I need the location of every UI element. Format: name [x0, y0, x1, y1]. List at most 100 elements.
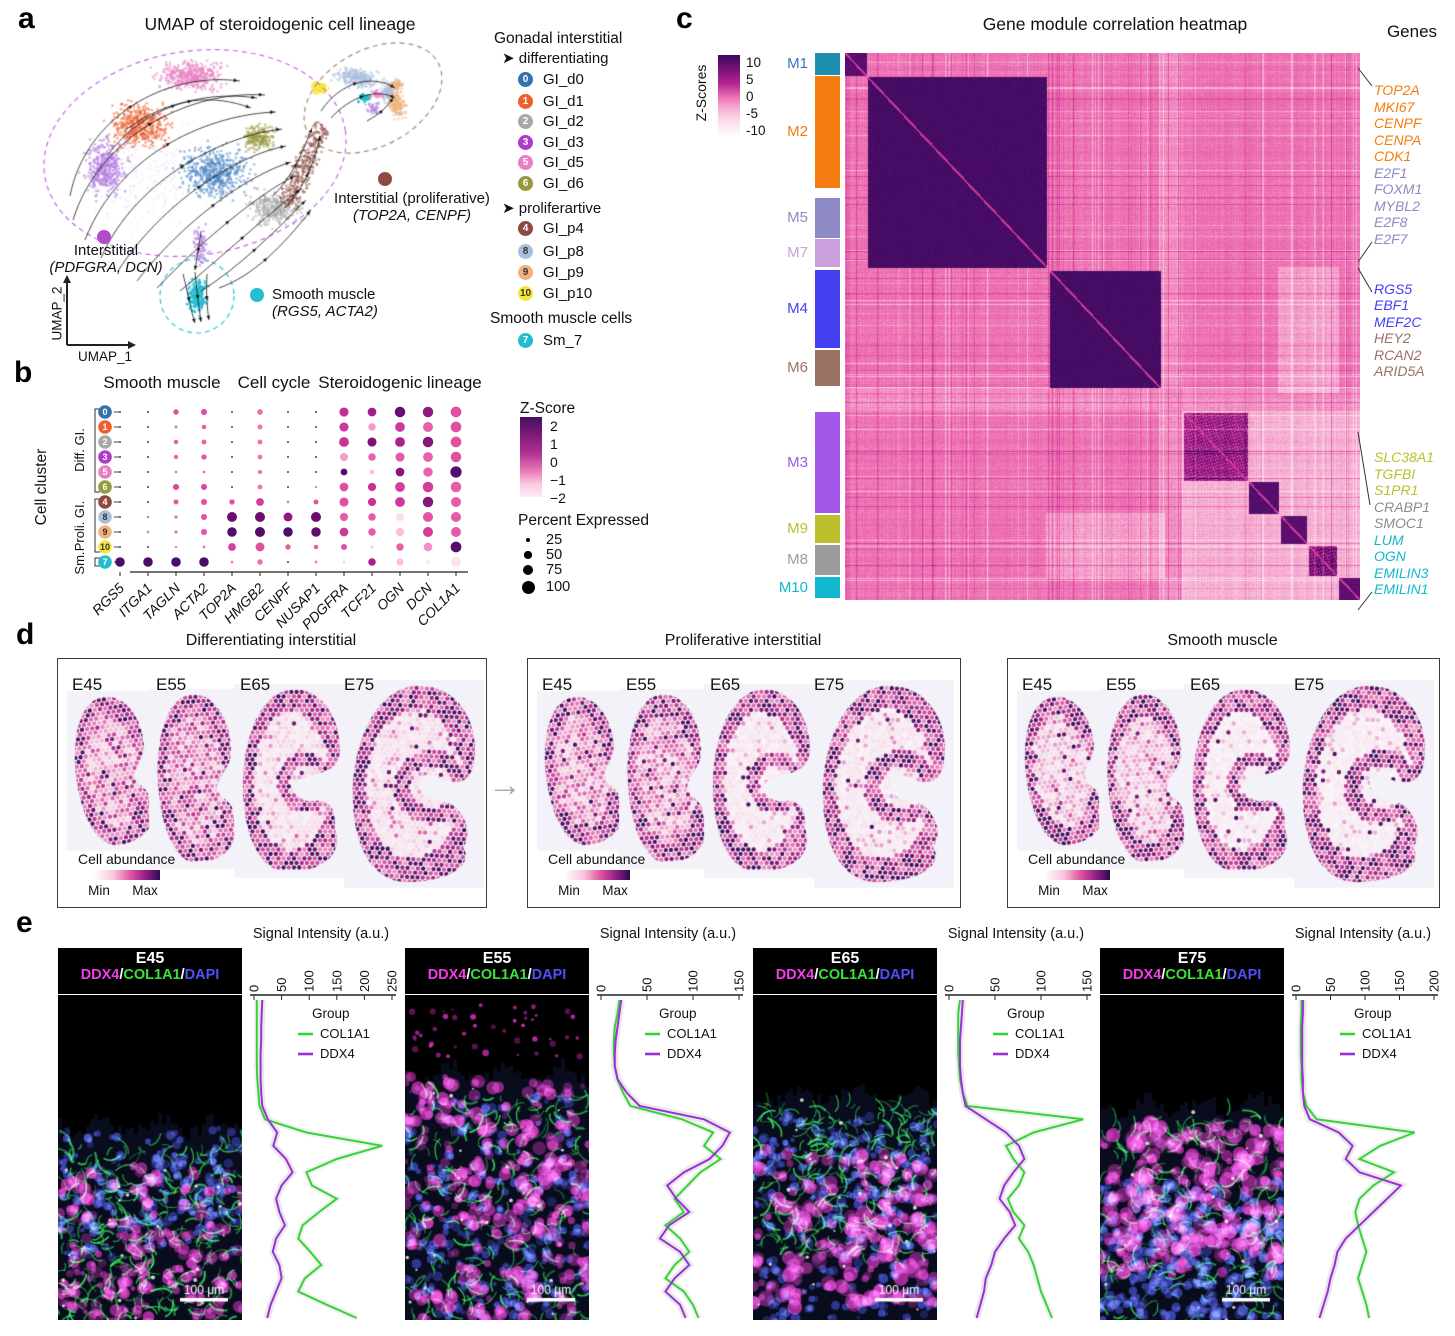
if-plot-tick-label: 250 [385, 970, 400, 992]
dotplot-row-badge-number: 0 [102, 407, 107, 417]
dotplot-row-badge-number: 8 [102, 512, 107, 522]
dotplot-dot [283, 512, 293, 522]
spatial-box: E45 E55 E65 E75 Cell abundance Min Max [527, 658, 961, 908]
dotplot-dot [257, 409, 263, 415]
dotplot-dot [339, 482, 349, 492]
spatial-timepoint-label: E65 [1190, 675, 1221, 694]
dotplot-dot [396, 558, 404, 566]
if-marker-label: DAPI [531, 967, 567, 983]
if-plot-tick-label: 0 [1289, 985, 1304, 992]
if-plot-tick-label: 0 [247, 985, 262, 992]
dotplot-dot [422, 511, 434, 523]
spatial-timepoint-label: E45 [1022, 675, 1053, 694]
umap-cluster-dot [378, 172, 392, 186]
if-marker-label: DDX4 [80, 967, 120, 983]
gene-connector-line [1357, 431, 1371, 506]
if-legend-label: DDX4 [1362, 1046, 1397, 1061]
if-marker-line: DDX4/COL1A1/DAPI [753, 968, 937, 983]
spatial-timepoint-label: E75 [344, 675, 375, 694]
abundance-legend-bar [94, 870, 160, 880]
dotplot-dot [314, 425, 318, 429]
dotplot-dot [450, 436, 462, 448]
umap-legend-item: 6 GI_d6 [518, 174, 584, 192]
abundance-legend-max: Max [132, 883, 158, 898]
dotplot-dot [450, 496, 462, 508]
dotplot-row-badge-number: 10 [100, 542, 110, 552]
dotplot-dot [146, 455, 150, 459]
if-marker-label: DDX4 [1122, 967, 1162, 983]
if-plot-tick-label: 0 [942, 985, 957, 992]
dotplot-dot [286, 500, 290, 504]
dotplot-row-badge [98, 540, 112, 554]
gene-connector-line [1357, 267, 1373, 293]
if-intensity-plot: 0 50 100 150 200 Group COL1A1 DDX4 [1289, 970, 1442, 1320]
dotplot-dot [146, 470, 150, 474]
dotplot-row-group-label: Diff. GI. [72, 428, 87, 472]
dotplot-dot [314, 470, 318, 474]
dotplot-dot [118, 470, 122, 474]
heatmap-genes-header: Genes [1386, 22, 1438, 41]
dotplot-dot [228, 543, 236, 551]
heatmap-module-label: M6 [787, 359, 808, 376]
heatmap-gene-label: E2F1 [1374, 164, 1408, 181]
dotplot-gene-label: OGN [373, 579, 407, 613]
if-legend-label: DDX4 [320, 1046, 355, 1061]
cluster-badge: 1 [518, 93, 533, 109]
if-marker-label: COL1A1 [123, 967, 181, 983]
dotplot-dot [146, 500, 150, 504]
dotplot-dot [368, 528, 376, 536]
heatmap-zbar [718, 55, 740, 137]
dotplot-dot [200, 408, 208, 416]
dotplot-dot [146, 425, 150, 429]
dotplot-row-badge [98, 420, 112, 434]
dotplot-row-badge [98, 435, 112, 449]
umap-legend-item: 9 GI_p9 [518, 264, 584, 281]
umap-annotation-genes: (PDFGRA, DCN) [49, 259, 163, 276]
if-marker-label: DDX4 [775, 967, 815, 983]
heatmap-gene-label: MYBL2 [1374, 197, 1420, 214]
if-curve-ddx4 [959, 999, 1026, 1319]
dotplot-dot [311, 527, 321, 537]
if-micrograph [58, 995, 242, 1320]
if-legend-label: COL1A1 [1015, 1026, 1065, 1041]
dotplot-dot [118, 500, 122, 504]
heatmap-gene-label: CRABP1 [1374, 498, 1431, 515]
dotplot-dot [395, 482, 405, 492]
dotplot-dot [118, 440, 122, 444]
dotplot-dot [342, 560, 346, 564]
if-legend-label: COL1A1 [1362, 1026, 1412, 1041]
dotplot-dot [395, 452, 405, 462]
if-legend-label: COL1A1 [667, 1026, 717, 1041]
dotplot-dot [313, 499, 319, 505]
dotplot-pct-label: 100 [546, 579, 571, 595]
dotplot-row-badge-number: 1 [102, 422, 107, 432]
heatmap-gene-label: S1PR1 [1374, 482, 1419, 498]
if-marker-label: COL1A1 [1165, 967, 1223, 983]
heatmap-module-label: M4 [787, 300, 808, 317]
umap-legend-item-label: GI_d6 [543, 174, 584, 192]
if-marker-label: DDX4 [427, 967, 467, 983]
cluster-badge: 8 [518, 243, 533, 259]
dotplot-dot [395, 512, 405, 522]
spatial-timepoint-label: E75 [1294, 675, 1325, 694]
dotplot-row-badge-number: 6 [102, 482, 107, 492]
dotplot-row-badge [98, 465, 112, 479]
heatmap-gene-label: ARID5A [1374, 363, 1425, 379]
dotplot-column-group-label: Smooth muscle [103, 373, 220, 392]
heatmap-module-label: M9 [787, 520, 808, 537]
heatmap-module-band [815, 545, 840, 575]
abundance-legend-min: Min [88, 883, 110, 898]
flow-arrow-icon: → [488, 766, 522, 804]
dotplot-dot [368, 453, 376, 461]
dotplot-dot [339, 407, 349, 417]
if-marker-line: DDX4/COL1A1/DAPI [58, 968, 242, 983]
umap-x-arrow-icon [128, 340, 136, 349]
dotplot-row-badge-number: 9 [102, 527, 107, 537]
dotplot-pct-dot [522, 564, 534, 576]
dotplot-dot [202, 545, 206, 549]
dotplot-dot [368, 558, 376, 566]
dotplot-dot [146, 530, 150, 534]
heatmap-gene-label: RGS5 [1374, 281, 1413, 297]
if-marker-label: COL1A1 [470, 967, 528, 983]
abundance-legend-bar [564, 870, 630, 880]
